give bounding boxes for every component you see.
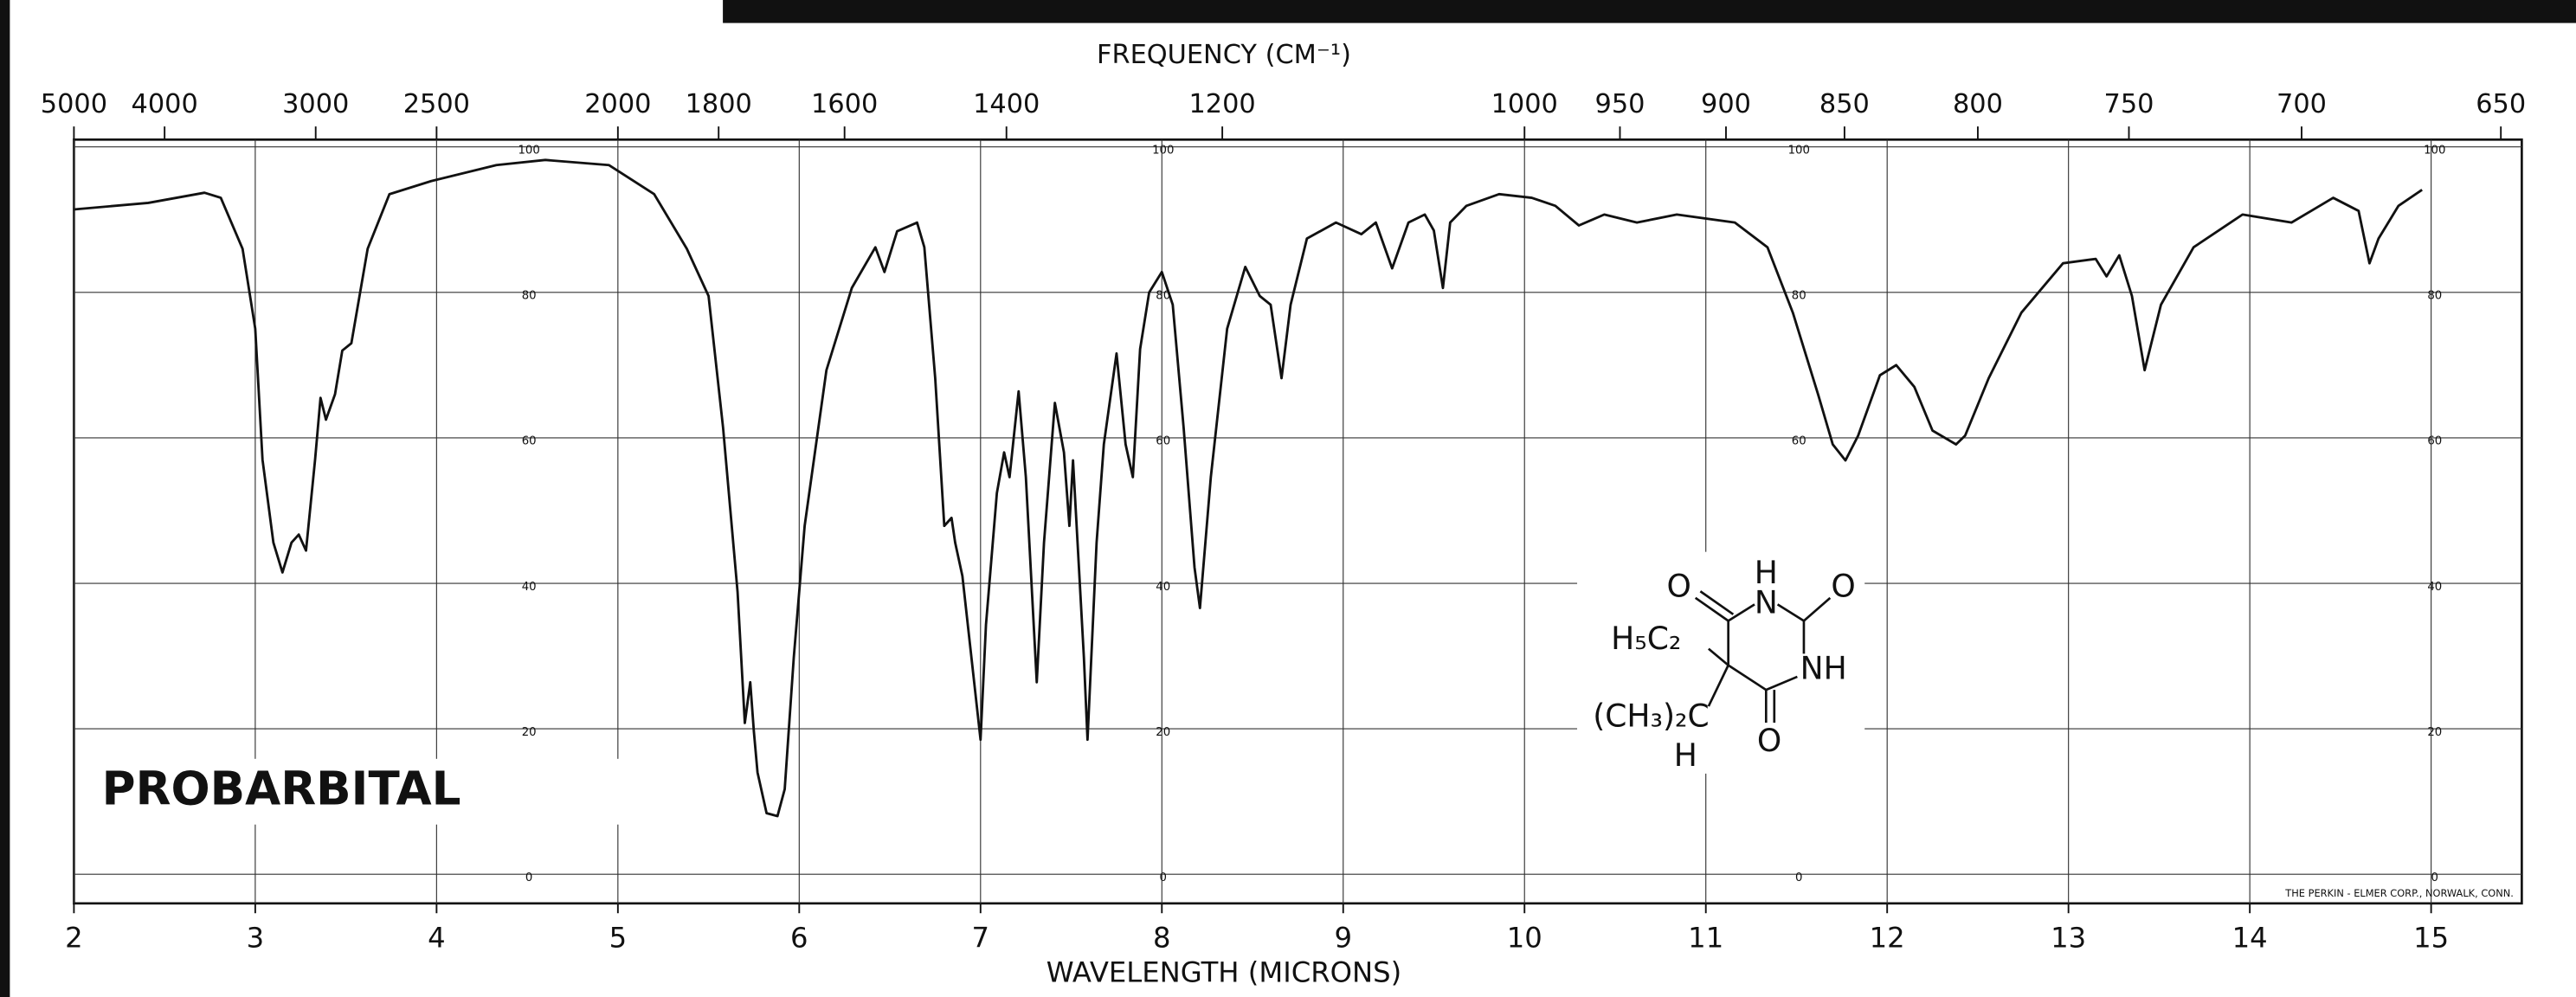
- atom-label: H: [1755, 555, 1778, 591]
- x2-tick-label: 750: [2104, 89, 2154, 119]
- x2-tick-label: 5000: [41, 89, 107, 119]
- y-tick-label: 20: [1156, 726, 1170, 739]
- x2-tick-label: 650: [2476, 89, 2526, 119]
- atom-label: H: [1674, 737, 1697, 774]
- bond: [1707, 665, 1729, 707]
- x2-axis-title: FREQUENCY (CM⁻¹): [1097, 40, 1351, 70]
- y-tick-label: 0: [1795, 872, 1802, 884]
- bond: [1803, 596, 1832, 622]
- y-tick-label: 60: [1792, 435, 1806, 448]
- credit: THE PERKIN - ELMER CORP., NORWALK, CONN.: [2284, 887, 2514, 899]
- chart-title: PROBARBITAL: [102, 762, 461, 815]
- y-tick-label: 100: [1788, 145, 1810, 158]
- bond: [1727, 603, 1755, 622]
- x-tick-label: 9: [1334, 922, 1352, 955]
- x-tick-label: 4: [428, 922, 446, 955]
- x2-tick-label: 1200: [1188, 89, 1255, 119]
- left-edge: [0, 0, 10, 997]
- atom-label: O: [1667, 568, 1691, 604]
- x-tick-label: 15: [2413, 922, 2449, 955]
- y-tick-label: 60: [2427, 435, 2442, 448]
- y-tick-label: 80: [522, 290, 537, 303]
- x-tick-label: 10: [1507, 922, 1542, 955]
- x-tick-label: 3: [247, 922, 265, 955]
- structure-bonds: [1694, 590, 1832, 724]
- plot: 0000202020204040404060606060808080801001…: [41, 89, 2526, 955]
- x-tick-label: 11: [1688, 922, 1723, 955]
- x-tick-label: 13: [2051, 922, 2086, 955]
- bond: [1694, 596, 1729, 622]
- x-tick-label: 14: [2232, 922, 2268, 955]
- y-tick-label: 80: [1156, 290, 1170, 303]
- y-tick-label: 40: [1156, 581, 1170, 594]
- y-tick-label: 100: [1152, 145, 1174, 158]
- x2-tick-label: 700: [2277, 89, 2327, 119]
- x2-tick-label: 3000: [282, 89, 349, 119]
- title-box: [98, 758, 724, 825]
- x-axis-title: WAVELENGTH (MICRONS): [1046, 955, 1401, 988]
- bond: [1708, 647, 1729, 666]
- x2-tick-label: 1800: [686, 89, 752, 119]
- y-tick-label: 60: [1156, 435, 1170, 448]
- y-tick-label: 0: [2431, 872, 2438, 884]
- atom-label: (CH₃)₂C: [1593, 698, 1709, 734]
- y-tick-label: 40: [522, 581, 537, 594]
- x2-tick-label: 2000: [584, 89, 651, 119]
- x-tick-label: 7: [972, 922, 990, 955]
- x2-tick-label: 950: [1595, 89, 1645, 119]
- x-tick-label: 6: [790, 922, 808, 955]
- y-tick-label: 0: [1160, 872, 1167, 884]
- spectrum-line: [74, 158, 2423, 818]
- y-tick-label: 100: [2424, 145, 2445, 158]
- x-tick-label: 5: [609, 922, 628, 955]
- x2-tick-label: 2500: [403, 89, 470, 119]
- x2-tick-label: 900: [1701, 89, 1751, 119]
- x2-tick-label: 1400: [973, 89, 1040, 119]
- x-tick-label: 2: [65, 922, 83, 955]
- bond: [1727, 621, 1798, 691]
- atom-label: N: [1755, 584, 1778, 621]
- y-tick-label: 80: [1792, 290, 1806, 303]
- x2-tick-label: 850: [1819, 89, 1870, 119]
- y-tick-label: 40: [2427, 581, 2442, 594]
- x-tick-label: 8: [1153, 922, 1171, 955]
- x2-tick-label: 1600: [811, 89, 878, 119]
- y-tick-label: 80: [2427, 290, 2442, 303]
- y-tick-label: 100: [518, 145, 539, 158]
- y-tick-label: 60: [522, 435, 537, 448]
- x2-tick-label: 800: [1953, 89, 2003, 119]
- atom-label: H₅C₂: [1611, 621, 1681, 657]
- atom-label: O: [1831, 568, 1855, 604]
- x2-tick-label: 1000: [1491, 89, 1558, 119]
- structure-box: [1577, 551, 1865, 774]
- x2-tick-label: 4000: [132, 89, 198, 119]
- atom-label: NH: [1800, 650, 1847, 686]
- atom-label: O: [1757, 723, 1781, 759]
- top-bar: [723, 0, 2576, 23]
- x-tick-label: 12: [1870, 922, 1905, 955]
- bond: [1699, 590, 1735, 615]
- y-tick-label: 0: [525, 872, 532, 884]
- y-tick-label: 20: [2427, 726, 2442, 739]
- y-tick-label: 20: [522, 726, 537, 739]
